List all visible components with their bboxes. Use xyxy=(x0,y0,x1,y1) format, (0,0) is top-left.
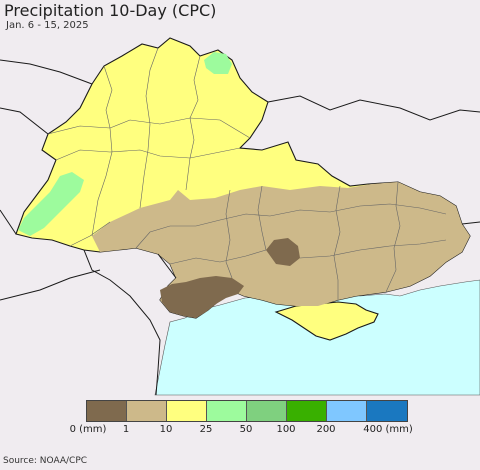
dark-brown-region-south xyxy=(160,276,244,318)
source-credit: Source: NOAA/CPC xyxy=(3,456,88,466)
dark-brown-region-east xyxy=(266,238,300,266)
legend-swatch xyxy=(127,401,167,421)
green-patch-north xyxy=(204,52,232,74)
legend-swatch xyxy=(167,401,207,421)
legend-swatch xyxy=(207,401,247,421)
map-title: Precipitation 10-Day (CPC) xyxy=(4,1,217,20)
date-range: Jan. 6 - 15, 2025 xyxy=(6,20,89,31)
oblast-borders xyxy=(47,47,447,300)
legend-tick-label: 100 xyxy=(276,424,296,435)
legend-swatch xyxy=(247,401,287,421)
green-patch-west xyxy=(18,172,84,236)
legend-swatch xyxy=(87,401,127,421)
legend-tick-label: 400 (mm) xyxy=(363,424,413,435)
legend-tick-label: 10 xyxy=(159,424,173,435)
legend-swatch xyxy=(287,401,327,421)
legend-tick-label: 1 xyxy=(122,424,130,435)
legend-tick-label: 50 xyxy=(239,424,253,435)
legend-swatch xyxy=(367,401,407,421)
legend-swatch xyxy=(327,401,367,421)
legend-tick-label: 25 xyxy=(199,424,213,435)
legend-tick-label: 200 xyxy=(316,424,336,435)
country-borders xyxy=(0,59,480,396)
legend-tick-label: 0 (mm) xyxy=(69,424,107,435)
legend-colorbar xyxy=(86,400,408,422)
